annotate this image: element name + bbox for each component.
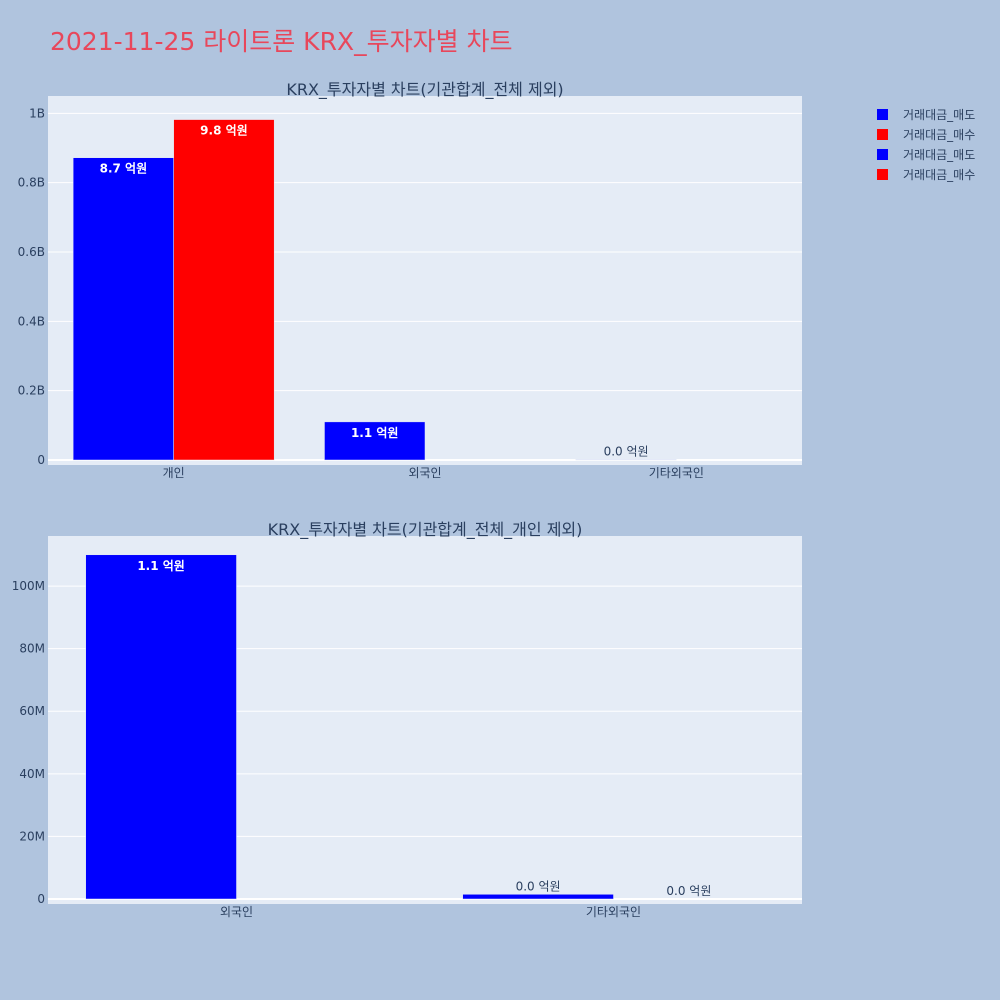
data-label: 1.1 억원 <box>351 426 399 440</box>
chart-panel-1: 0 0.2B 0.4B 0.6B 0.8B 1B KRX_투자자별 차트(기관합계_전체 제… <box>18 80 802 480</box>
legend-swatch <box>877 129 888 140</box>
chart-title: KRX_투자자별 차트(기관합계_전체 제외) <box>286 80 563 100</box>
x-tick-label: 개인 <box>163 466 185 480</box>
x-tick-label: 기타외국인 <box>586 905 641 919</box>
y-tick-label: 0 <box>37 453 45 467</box>
bar <box>85 554 237 900</box>
x-tick-label: 외국인 <box>408 466 441 480</box>
y-tick-label: 0.6B <box>18 245 45 259</box>
legend-label: 거래대금_매수 <box>903 128 975 142</box>
x-tick-label: 외국인 <box>220 905 253 919</box>
legend-label: 거래대금_매수 <box>903 168 975 182</box>
legend-label: 거래대금_매도 <box>903 148 975 162</box>
charts-group: 0 0.2B 0.4B 0.6B 0.8B 1B KRX_투자자별 차트(기관합계_전체 제… <box>12 80 802 919</box>
legend-swatch <box>877 169 888 180</box>
legend-label: 거래대금_매도 <box>903 108 975 122</box>
bar <box>324 421 426 461</box>
x-tick-label: 기타외국인 <box>649 466 704 480</box>
y-tick-label: 40M <box>19 767 45 781</box>
chart-title: KRX_투자자별 차트(기관합계_전체_개인 제외) <box>268 520 583 540</box>
y-tick-label: 1B <box>29 106 45 120</box>
y-tick-label: 100M <box>12 579 45 593</box>
y-tick-label: 0.4B <box>18 314 45 328</box>
y-tick-label: 0.2B <box>18 384 45 398</box>
bar <box>72 157 174 461</box>
data-label: 9.8 억원 <box>200 124 248 138</box>
data-label: 1.1 억원 <box>137 559 185 573</box>
page-title: 2021-11-25 라이트론 KRX_투자자별 차트 <box>50 27 513 56</box>
bar <box>575 459 677 461</box>
data-label: 8.7 억원 <box>100 162 148 176</box>
legend-swatch <box>877 149 888 160</box>
y-tick-label: 80M <box>19 642 45 656</box>
legend-swatch <box>877 109 888 120</box>
y-tick-label: 60M <box>19 704 45 718</box>
data-label: 0.0 억원 <box>666 884 711 898</box>
y-tick-label: 0.8B <box>18 176 45 190</box>
y-tick-label: 20M <box>19 829 45 843</box>
chart-panel-2: 0 20M 40M 60M 80M 100M KRX_투자자별 차트(기관합계_전체_개인 … <box>12 520 802 919</box>
bar <box>173 119 275 461</box>
y-tick-label: 0 <box>37 892 45 906</box>
data-label: 0.0 억원 <box>516 879 561 893</box>
data-label: 0.0 억원 <box>604 444 649 458</box>
bar <box>462 894 614 900</box>
